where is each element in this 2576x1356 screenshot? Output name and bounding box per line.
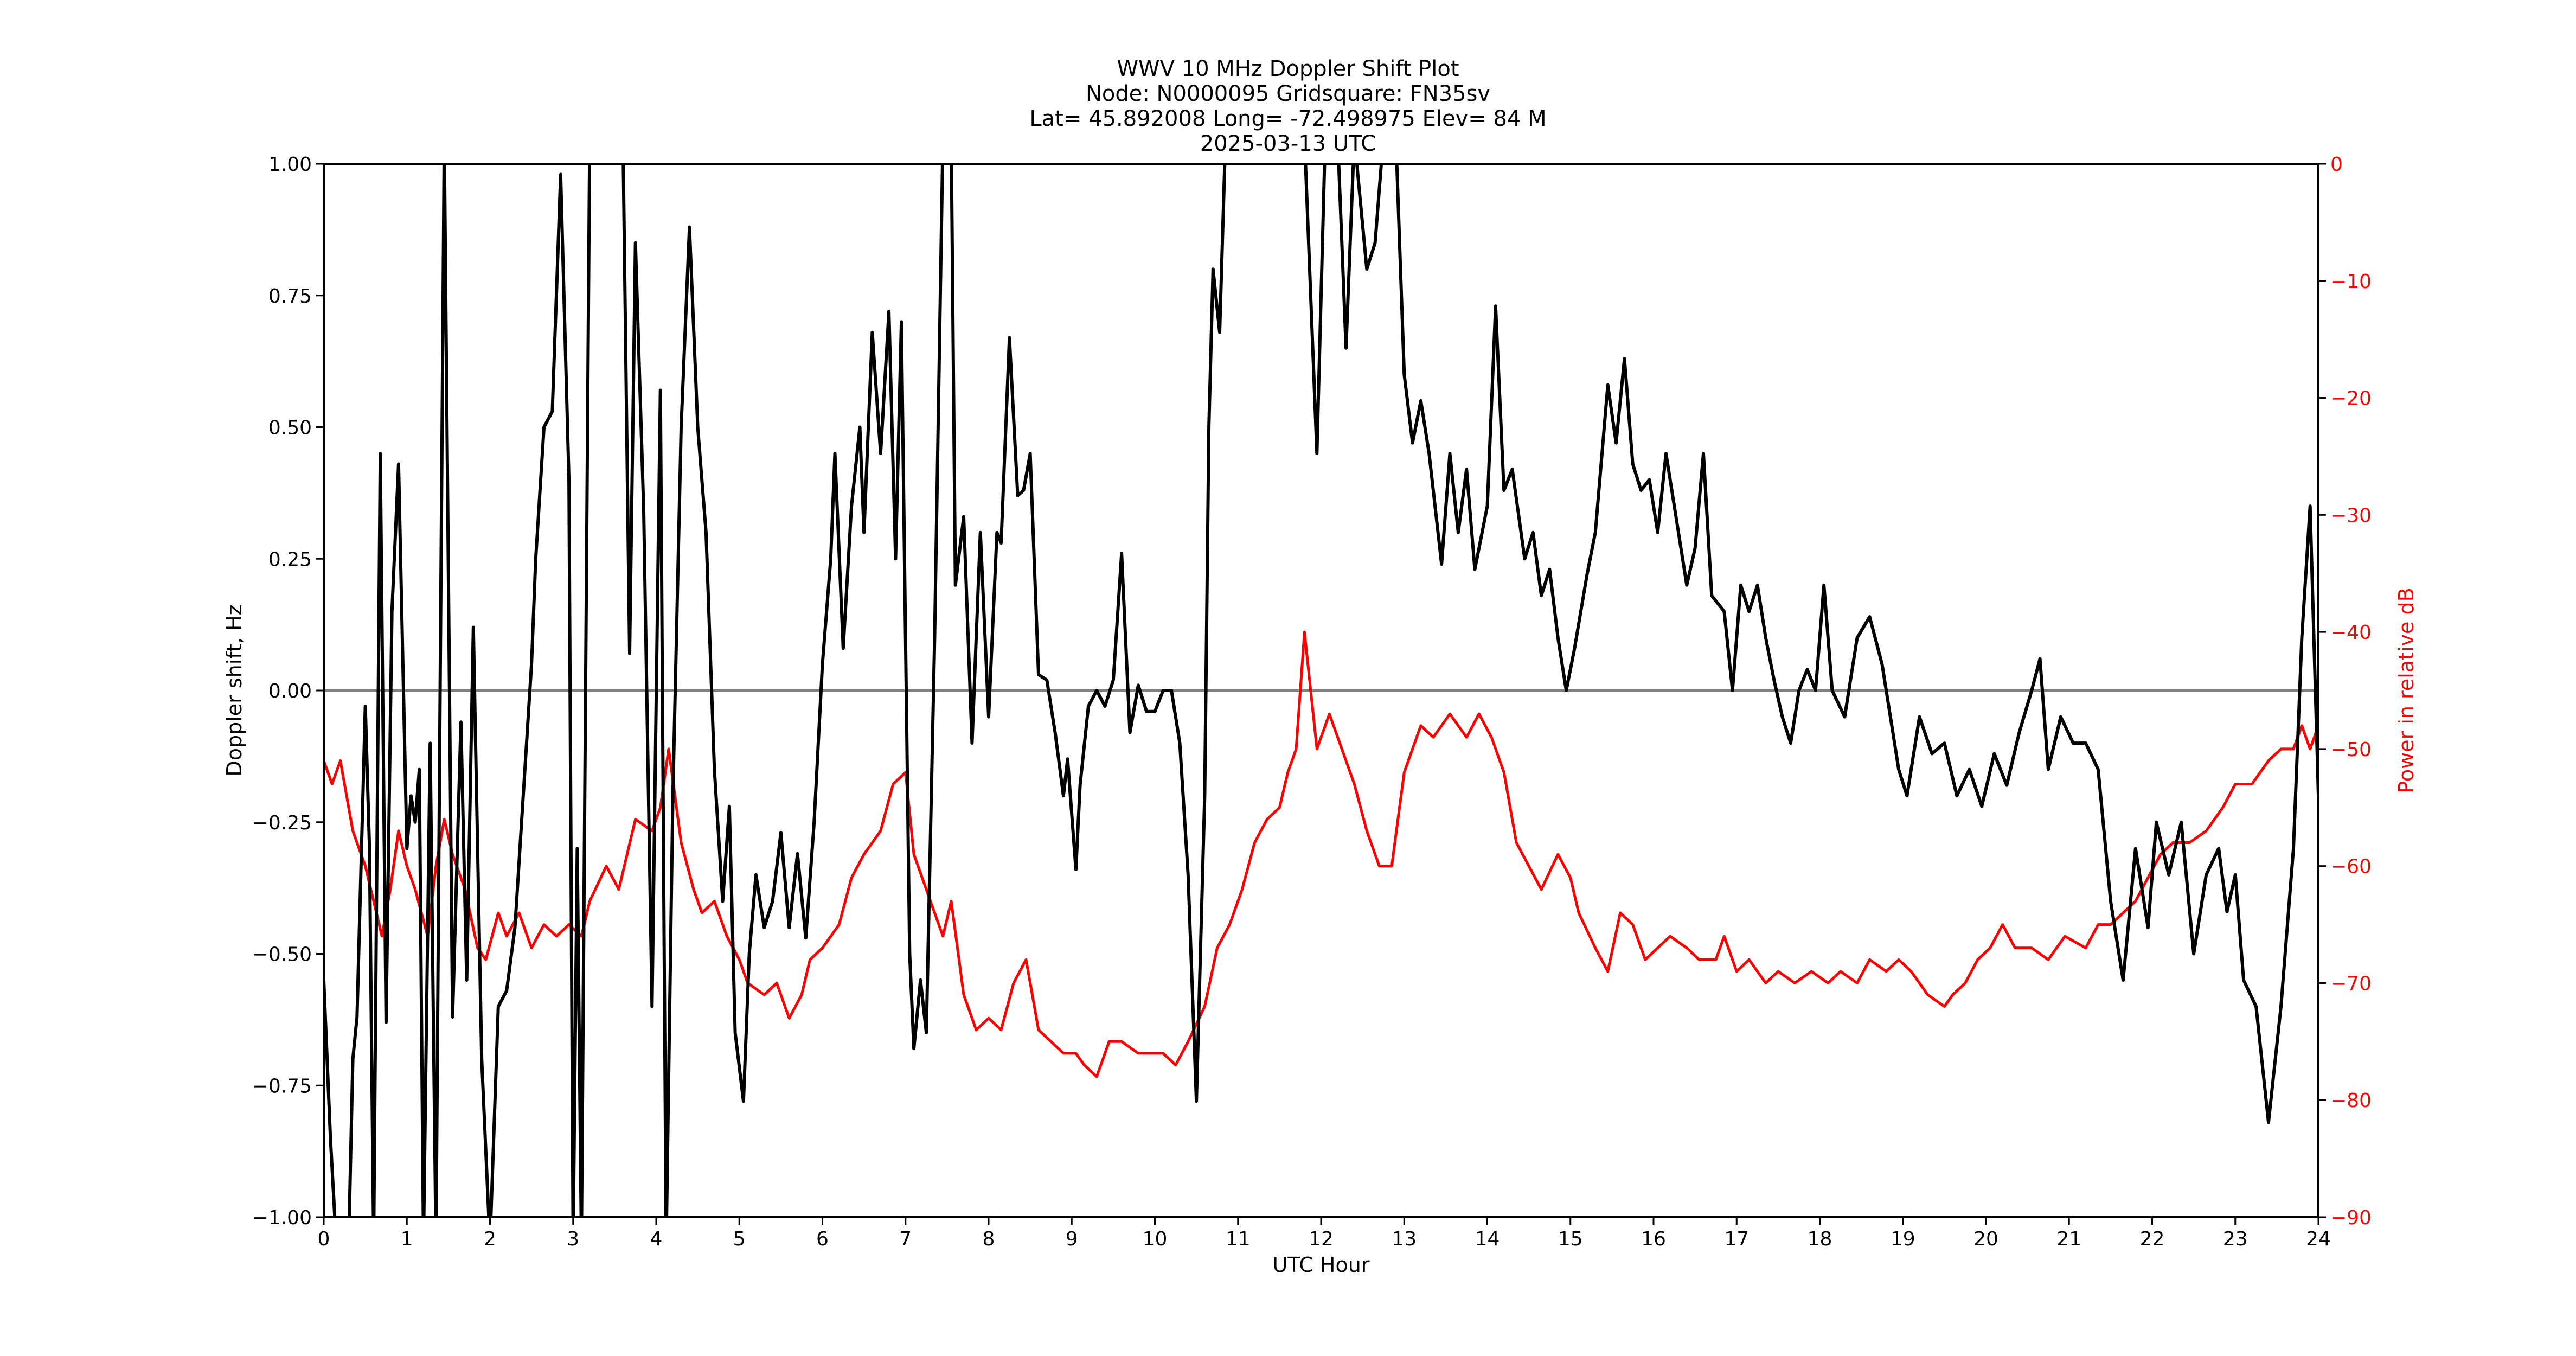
x-tick-label: 4 [650,1228,663,1250]
x-tick-label: 2 [484,1228,496,1250]
y2-tick-label: −50 [2330,739,2372,761]
chart-subtitle-location: Lat= 45.892008 Long= -72.498975 Elev= 84… [1029,106,1547,131]
x-tick-label: 15 [1558,1228,1583,1250]
x-axis-ticks: 0 1 2 3 4 5 6 7 8 9 10 11 12 13 14 15 16 17 18 19 20 21 22 23 24 [318,1217,2331,1250]
x-tick-label: 1 [401,1228,413,1250]
y2-tick-label: −10 [2330,271,2372,293]
y-tick-label: −0.75 [252,1075,312,1097]
x-tick-label: 18 [1808,1228,1832,1250]
y-axis-left-ticks: 1.00 0.75 0.50 0.25 0.00 −0.25 −0.50 −0.75 −1.00 [252,153,324,1229]
chart-title: WWV 10 MHz Doppler Shift Plot [1117,56,1459,81]
x-tick-label: 16 [1641,1228,1666,1250]
y-tick-label: 1.00 [268,153,312,176]
y-tick-label: −0.50 [252,944,312,966]
x-tick-label: 13 [1392,1228,1417,1250]
x-axis-label: UTC Hour [1273,1253,1370,1277]
y-tick-label: 0.75 [268,285,312,308]
y2-tick-label: 0 [2330,153,2343,176]
y2-tick-label: −30 [2330,504,2372,527]
y-tick-label: 0.25 [268,548,312,571]
x-tick-label: 19 [1891,1228,1915,1250]
x-tick-label: 22 [2140,1228,2165,1250]
y2-tick-label: −70 [2330,973,2372,995]
x-tick-label: 5 [733,1228,746,1250]
x-tick-label: 21 [2056,1228,2081,1250]
y2-tick-label: −60 [2330,856,2372,878]
x-tick-label: 7 [899,1228,912,1250]
y-axis-right-ticks: 0 −10 −20 −30 −40 −50 −60 −70 −80 −90 [2318,153,2372,1229]
y-axis-right-label: Power in relative dB [2394,587,2418,793]
x-tick-label: 0 [318,1228,330,1250]
x-tick-label: 14 [1475,1228,1500,1250]
power-series-line [324,630,2318,1078]
y2-tick-label: −80 [2330,1090,2372,1112]
x-tick-label: 12 [1309,1228,1334,1250]
y-tick-label: −0.25 [252,812,312,834]
y-axis-left-label: Doppler shift, Hz [222,604,246,776]
x-tick-label: 3 [567,1228,579,1250]
x-tick-label: 17 [1724,1228,1749,1250]
doppler-series-line [324,164,2318,1217]
y2-tick-label: −90 [2330,1207,2372,1229]
x-tick-label: 10 [1143,1228,1168,1250]
x-tick-label: 6 [816,1228,829,1250]
x-tick-label: 24 [2306,1228,2331,1250]
y2-tick-label: −40 [2330,622,2372,644]
x-tick-label: 8 [983,1228,995,1250]
x-tick-label: 9 [1066,1228,1078,1250]
y-tick-label: 0.00 [268,680,312,702]
chart-subtitle-node: Node: N0000095 Gridsquare: FN35sv [1085,81,1491,106]
chart-subtitle-date: 2025-03-13 UTC [1200,131,1376,156]
y-tick-label: 0.50 [268,417,312,439]
x-tick-label: 20 [1973,1228,1998,1250]
y-tick-label: −1.00 [252,1207,312,1229]
x-tick-label: 11 [1226,1228,1251,1250]
y2-tick-label: −20 [2330,388,2372,410]
x-tick-label: 23 [2223,1228,2248,1250]
